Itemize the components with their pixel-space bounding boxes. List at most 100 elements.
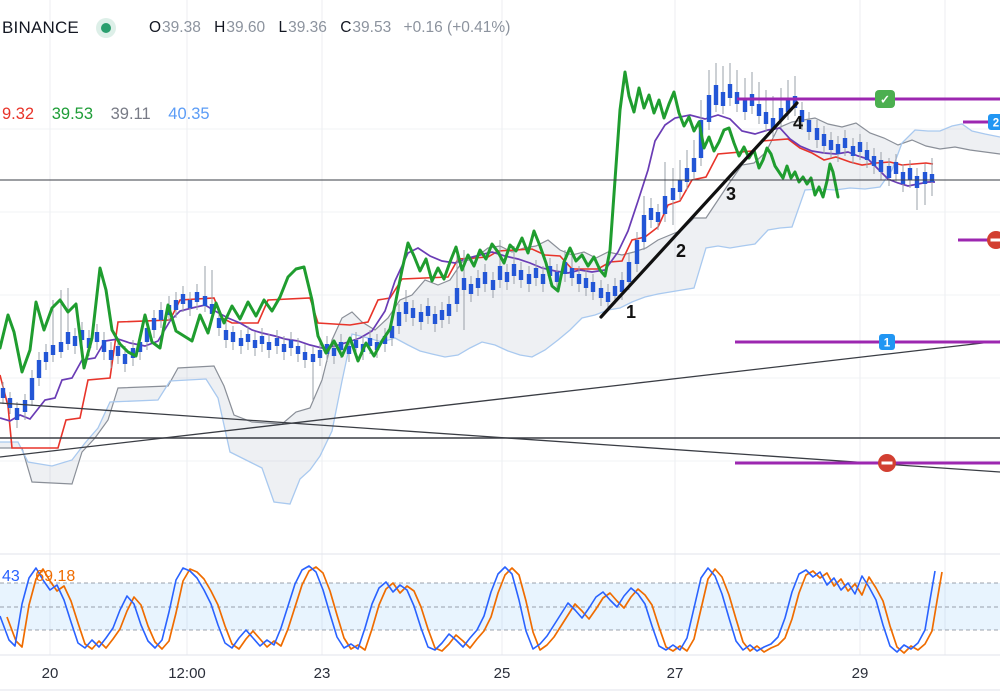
candle-body	[50, 345, 56, 355]
time-axis-label-25[interactable]: 25	[494, 665, 511, 682]
stoch-d-line	[6, 566, 943, 654]
change-value: +0.16 (+0.41%)	[403, 19, 511, 36]
candle-body	[317, 350, 323, 358]
candle-body	[238, 338, 244, 346]
time-axis-label-20[interactable]: 20	[42, 665, 59, 682]
candle-body	[900, 172, 906, 184]
candle-body	[281, 344, 287, 352]
candle-body	[691, 158, 697, 172]
candle-body	[223, 330, 229, 340]
candle-body	[770, 118, 776, 130]
open-label: O	[148, 19, 162, 36]
candle-body	[151, 318, 157, 330]
candle-body	[742, 100, 748, 112]
candle-body	[79, 330, 85, 340]
candle-body	[353, 340, 359, 348]
position-ray-5[interactable]	[735, 454, 1000, 472]
candle-body	[144, 328, 150, 342]
candle-body	[158, 310, 164, 320]
stoch-k-value: 43	[2, 568, 20, 585]
time-axis-label-29[interactable]: 29	[852, 665, 869, 682]
symbol-exchange-label[interactable]: BINANCE	[2, 18, 79, 37]
status-dot	[100, 23, 111, 33]
wave-label-3: 3	[726, 184, 736, 204]
candle-body	[792, 96, 798, 108]
checkmark-badge-icon[interactable]	[875, 90, 895, 108]
candle-body	[180, 294, 186, 304]
candle-body	[454, 288, 460, 304]
position-ray-4[interactable]: 1	[735, 334, 1000, 350]
candle-body	[871, 156, 877, 166]
candle-body	[634, 240, 640, 264]
candle-body	[482, 272, 488, 284]
candle-body	[0, 388, 6, 398]
candle-body	[302, 352, 308, 360]
badge-number: 2	[993, 118, 999, 130]
low-label: L	[278, 19, 288, 36]
candle-body	[216, 318, 222, 328]
candle-body	[7, 398, 13, 408]
candle-body	[310, 354, 316, 362]
candle-body	[230, 332, 236, 342]
impulse-trendline[interactable]	[599, 101, 799, 319]
candle-body	[22, 400, 28, 412]
time-axis-label-12:00[interactable]: 12:00	[168, 665, 206, 682]
candle-body	[446, 304, 452, 316]
candle-body	[511, 264, 517, 276]
ichimoku-value-lead: 40.35	[168, 105, 210, 123]
open-value: 39.38	[162, 19, 201, 36]
position-ray-3[interactable]	[958, 231, 1000, 249]
candle-body	[461, 278, 467, 290]
candle-body	[43, 352, 49, 362]
candle-body	[425, 306, 431, 316]
time-axis-label-23[interactable]: 23	[314, 665, 331, 682]
candle-body	[331, 348, 337, 356]
time-axis-label-27[interactable]: 27	[667, 665, 684, 682]
candle-body	[655, 212, 661, 222]
candle-body	[252, 340, 258, 348]
candle-body	[554, 272, 560, 282]
number-badge-icon[interactable]	[879, 334, 895, 350]
candle-body	[439, 310, 445, 320]
candle-body	[605, 292, 611, 302]
candle-body	[893, 162, 899, 174]
candle-body	[727, 84, 733, 98]
position-ray-1[interactable]: ✓	[737, 90, 1000, 108]
candle-body	[403, 302, 409, 314]
candle-body	[468, 284, 474, 294]
candle-body	[389, 326, 395, 338]
candle-body	[814, 128, 820, 140]
candle-body	[619, 280, 625, 292]
candle-body	[828, 140, 834, 150]
candle-body	[799, 110, 805, 122]
candle-body	[374, 342, 380, 350]
candle-body	[583, 278, 589, 288]
candle-body	[101, 340, 107, 352]
number-badge-icon[interactable]	[988, 114, 1000, 130]
descending-trendline[interactable]	[0, 402, 1000, 473]
position-ray-2[interactable]: 2	[963, 114, 1000, 130]
candle-body	[490, 280, 496, 290]
candle-body	[58, 342, 64, 352]
candle-body	[497, 266, 503, 280]
candle-body	[806, 120, 812, 132]
candle-body	[115, 346, 121, 356]
candle-body	[540, 274, 546, 284]
candle-body	[14, 408, 20, 420]
candle-body	[526, 274, 532, 284]
ascending-trendline[interactable]	[0, 340, 1000, 458]
close-value: 39.53	[352, 19, 392, 36]
candle-body	[626, 262, 632, 282]
candle-body	[590, 282, 596, 292]
candle-body	[86, 338, 92, 348]
candle-body	[108, 350, 114, 360]
ichimoku-cloud	[0, 118, 1000, 504]
grid	[0, 0, 1000, 655]
candle-body	[209, 304, 215, 314]
candle-body	[122, 354, 128, 364]
candle-body	[94, 332, 100, 342]
candle-body	[785, 100, 791, 112]
candle-body	[72, 336, 78, 346]
